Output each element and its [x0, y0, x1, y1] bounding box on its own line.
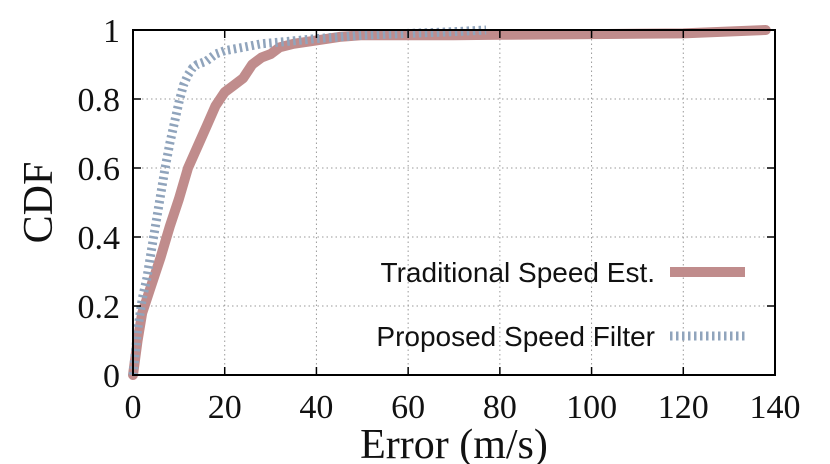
grid-lines	[133, 30, 775, 375]
x-tick-label: 120	[658, 389, 709, 426]
y-tick-label: 0.6	[78, 151, 121, 188]
legend-label-proposed: Proposed Speed Filter	[376, 321, 655, 352]
axis-ticks: 0 20 40 60 80 100 120 140 0 0.2 0.4 0.6 0.8 1	[78, 13, 801, 426]
x-tick-label: 20	[208, 389, 242, 426]
x-tick-label: 140	[750, 389, 801, 426]
x-tick-label: 40	[299, 389, 333, 426]
series-layer	[128, 25, 771, 380]
x-axis-label: Error (m/s)	[360, 422, 548, 464]
y-tick-label: 0.8	[78, 82, 121, 119]
x-tick-label: 100	[566, 389, 617, 426]
y-axis-label: CDF	[16, 162, 62, 244]
series-line-proposed	[128, 25, 487, 376]
x-tick-label: 80	[483, 389, 517, 426]
y-tick-label: 0	[103, 358, 120, 395]
plot-frame	[132, 29, 776, 376]
legend-label-traditional: Traditional Speed Est.	[381, 257, 655, 288]
y-tick-label: 0.2	[78, 289, 121, 326]
x-tick-label: 0	[125, 389, 142, 426]
y-tick-label: 0.4	[78, 220, 121, 257]
legend: Traditional Speed Est. Proposed Speed Fi…	[376, 257, 745, 352]
x-tick-label: 60	[391, 389, 425, 426]
y-tick-label: 1	[103, 13, 120, 50]
